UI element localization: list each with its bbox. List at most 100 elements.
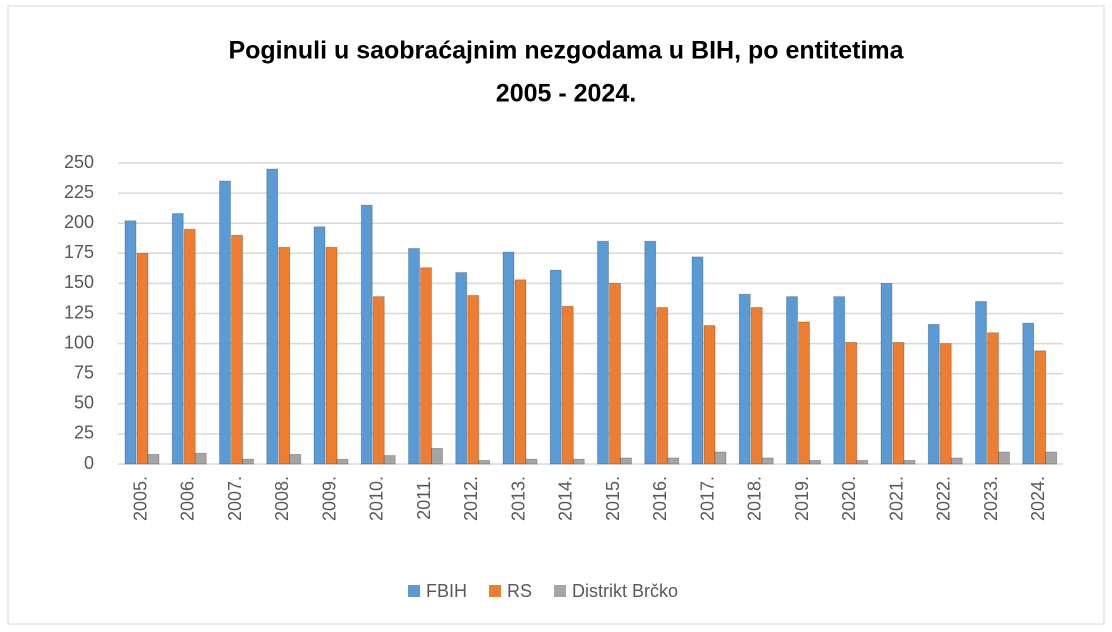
bar — [572, 458, 585, 465]
x-tick-label: 2005. — [130, 476, 150, 521]
bar — [372, 296, 385, 465]
bar — [124, 220, 137, 465]
x-tick-label: 2017. — [697, 476, 717, 521]
bar — [998, 451, 1010, 465]
y-tick-label: 125 — [64, 302, 94, 322]
bar — [467, 295, 480, 465]
bar — [194, 452, 207, 465]
bar — [975, 301, 987, 465]
bar — [408, 248, 420, 465]
bar — [798, 321, 810, 465]
x-tick-label: 2014. — [556, 476, 576, 521]
x-tick-label: 2011. — [414, 476, 434, 520]
y-tick-label: 25 — [74, 423, 94, 443]
bar — [549, 269, 562, 465]
chart-title: Poginuli u saobraćajnim nezgodama u BIH,… — [228, 37, 904, 65]
y-tick-label: 175 — [64, 242, 94, 262]
bar — [950, 457, 963, 465]
bar — [313, 226, 326, 465]
bar — [856, 459, 869, 465]
bar — [455, 272, 468, 465]
bar — [383, 455, 396, 465]
legend-swatch — [489, 585, 502, 597]
y-tick-label: 150 — [64, 272, 94, 292]
x-tick-label: 2024. — [1028, 476, 1048, 521]
bar — [171, 213, 184, 465]
bar — [703, 325, 716, 465]
bar — [927, 323, 940, 465]
bar — [525, 458, 538, 465]
bar — [845, 341, 858, 465]
x-tick-label: 2008. — [272, 476, 292, 521]
y-tick-label: 250 — [64, 152, 94, 172]
bar — [183, 228, 196, 465]
bar — [266, 168, 279, 465]
bar — [242, 458, 254, 465]
bar — [738, 293, 751, 465]
x-tick-label: 2022. — [934, 476, 954, 521]
bar — [478, 459, 491, 465]
bar — [278, 246, 291, 465]
y-tick-label: 100 — [64, 332, 94, 352]
bar — [714, 451, 727, 465]
legend-label: Distrikt Brčko — [572, 581, 678, 601]
bar — [360, 204, 373, 465]
bar — [880, 282, 893, 465]
bar — [809, 459, 821, 465]
bar — [136, 252, 149, 465]
y-tick-label: 50 — [74, 393, 94, 413]
x-tick-label: 2007. — [225, 476, 245, 521]
bar — [667, 457, 680, 465]
x-tick-label: 2013. — [508, 476, 528, 521]
x-tick-label: 2009. — [319, 476, 339, 521]
bar — [325, 246, 338, 465]
legend-swatch — [408, 585, 420, 597]
y-tick-label: 75 — [74, 362, 94, 382]
x-tick-label: 2010. — [367, 476, 387, 521]
x-tick-label: 2012. — [461, 476, 481, 521]
legend-swatch — [554, 585, 567, 597]
legend-label: RS — [507, 581, 532, 601]
bar — [219, 180, 231, 465]
legend-label: FBIH — [426, 581, 467, 601]
bar — [289, 453, 302, 465]
x-tick-label: 2016. — [650, 476, 670, 521]
bar — [502, 251, 515, 465]
bar — [786, 296, 798, 465]
y-tick-label: 0 — [84, 453, 94, 473]
x-tick-label: 2006. — [178, 476, 198, 521]
bar — [987, 332, 999, 465]
bar — [1022, 322, 1035, 465]
bar — [231, 234, 243, 465]
bar — [420, 267, 432, 465]
bar — [644, 240, 657, 465]
bar — [761, 457, 774, 465]
bar — [336, 458, 349, 465]
x-tick-label: 2021. — [886, 476, 906, 521]
chart-title: 2005 - 2024. — [496, 80, 636, 108]
y-tick-label: 200 — [64, 212, 94, 232]
bar — [431, 447, 443, 465]
x-tick-label: 2020. — [839, 476, 859, 521]
bar — [691, 256, 704, 465]
bar — [833, 296, 846, 465]
bar — [147, 453, 160, 465]
bar — [620, 457, 632, 465]
bar — [597, 240, 609, 465]
bar — [892, 341, 905, 465]
bar — [1045, 451, 1058, 465]
y-tick-label: 225 — [64, 182, 94, 202]
bar — [939, 343, 952, 465]
bar — [609, 282, 621, 465]
x-tick-label: 2019. — [792, 476, 812, 521]
bar — [903, 459, 916, 465]
x-tick-label: 2018. — [745, 476, 765, 521]
bar — [561, 305, 574, 465]
bar — [656, 307, 669, 465]
bar — [1034, 350, 1047, 465]
bar — [750, 307, 763, 465]
x-tick-label: 2015. — [603, 476, 623, 521]
x-tick-label: 2023. — [981, 476, 1001, 521]
bar — [514, 279, 527, 465]
